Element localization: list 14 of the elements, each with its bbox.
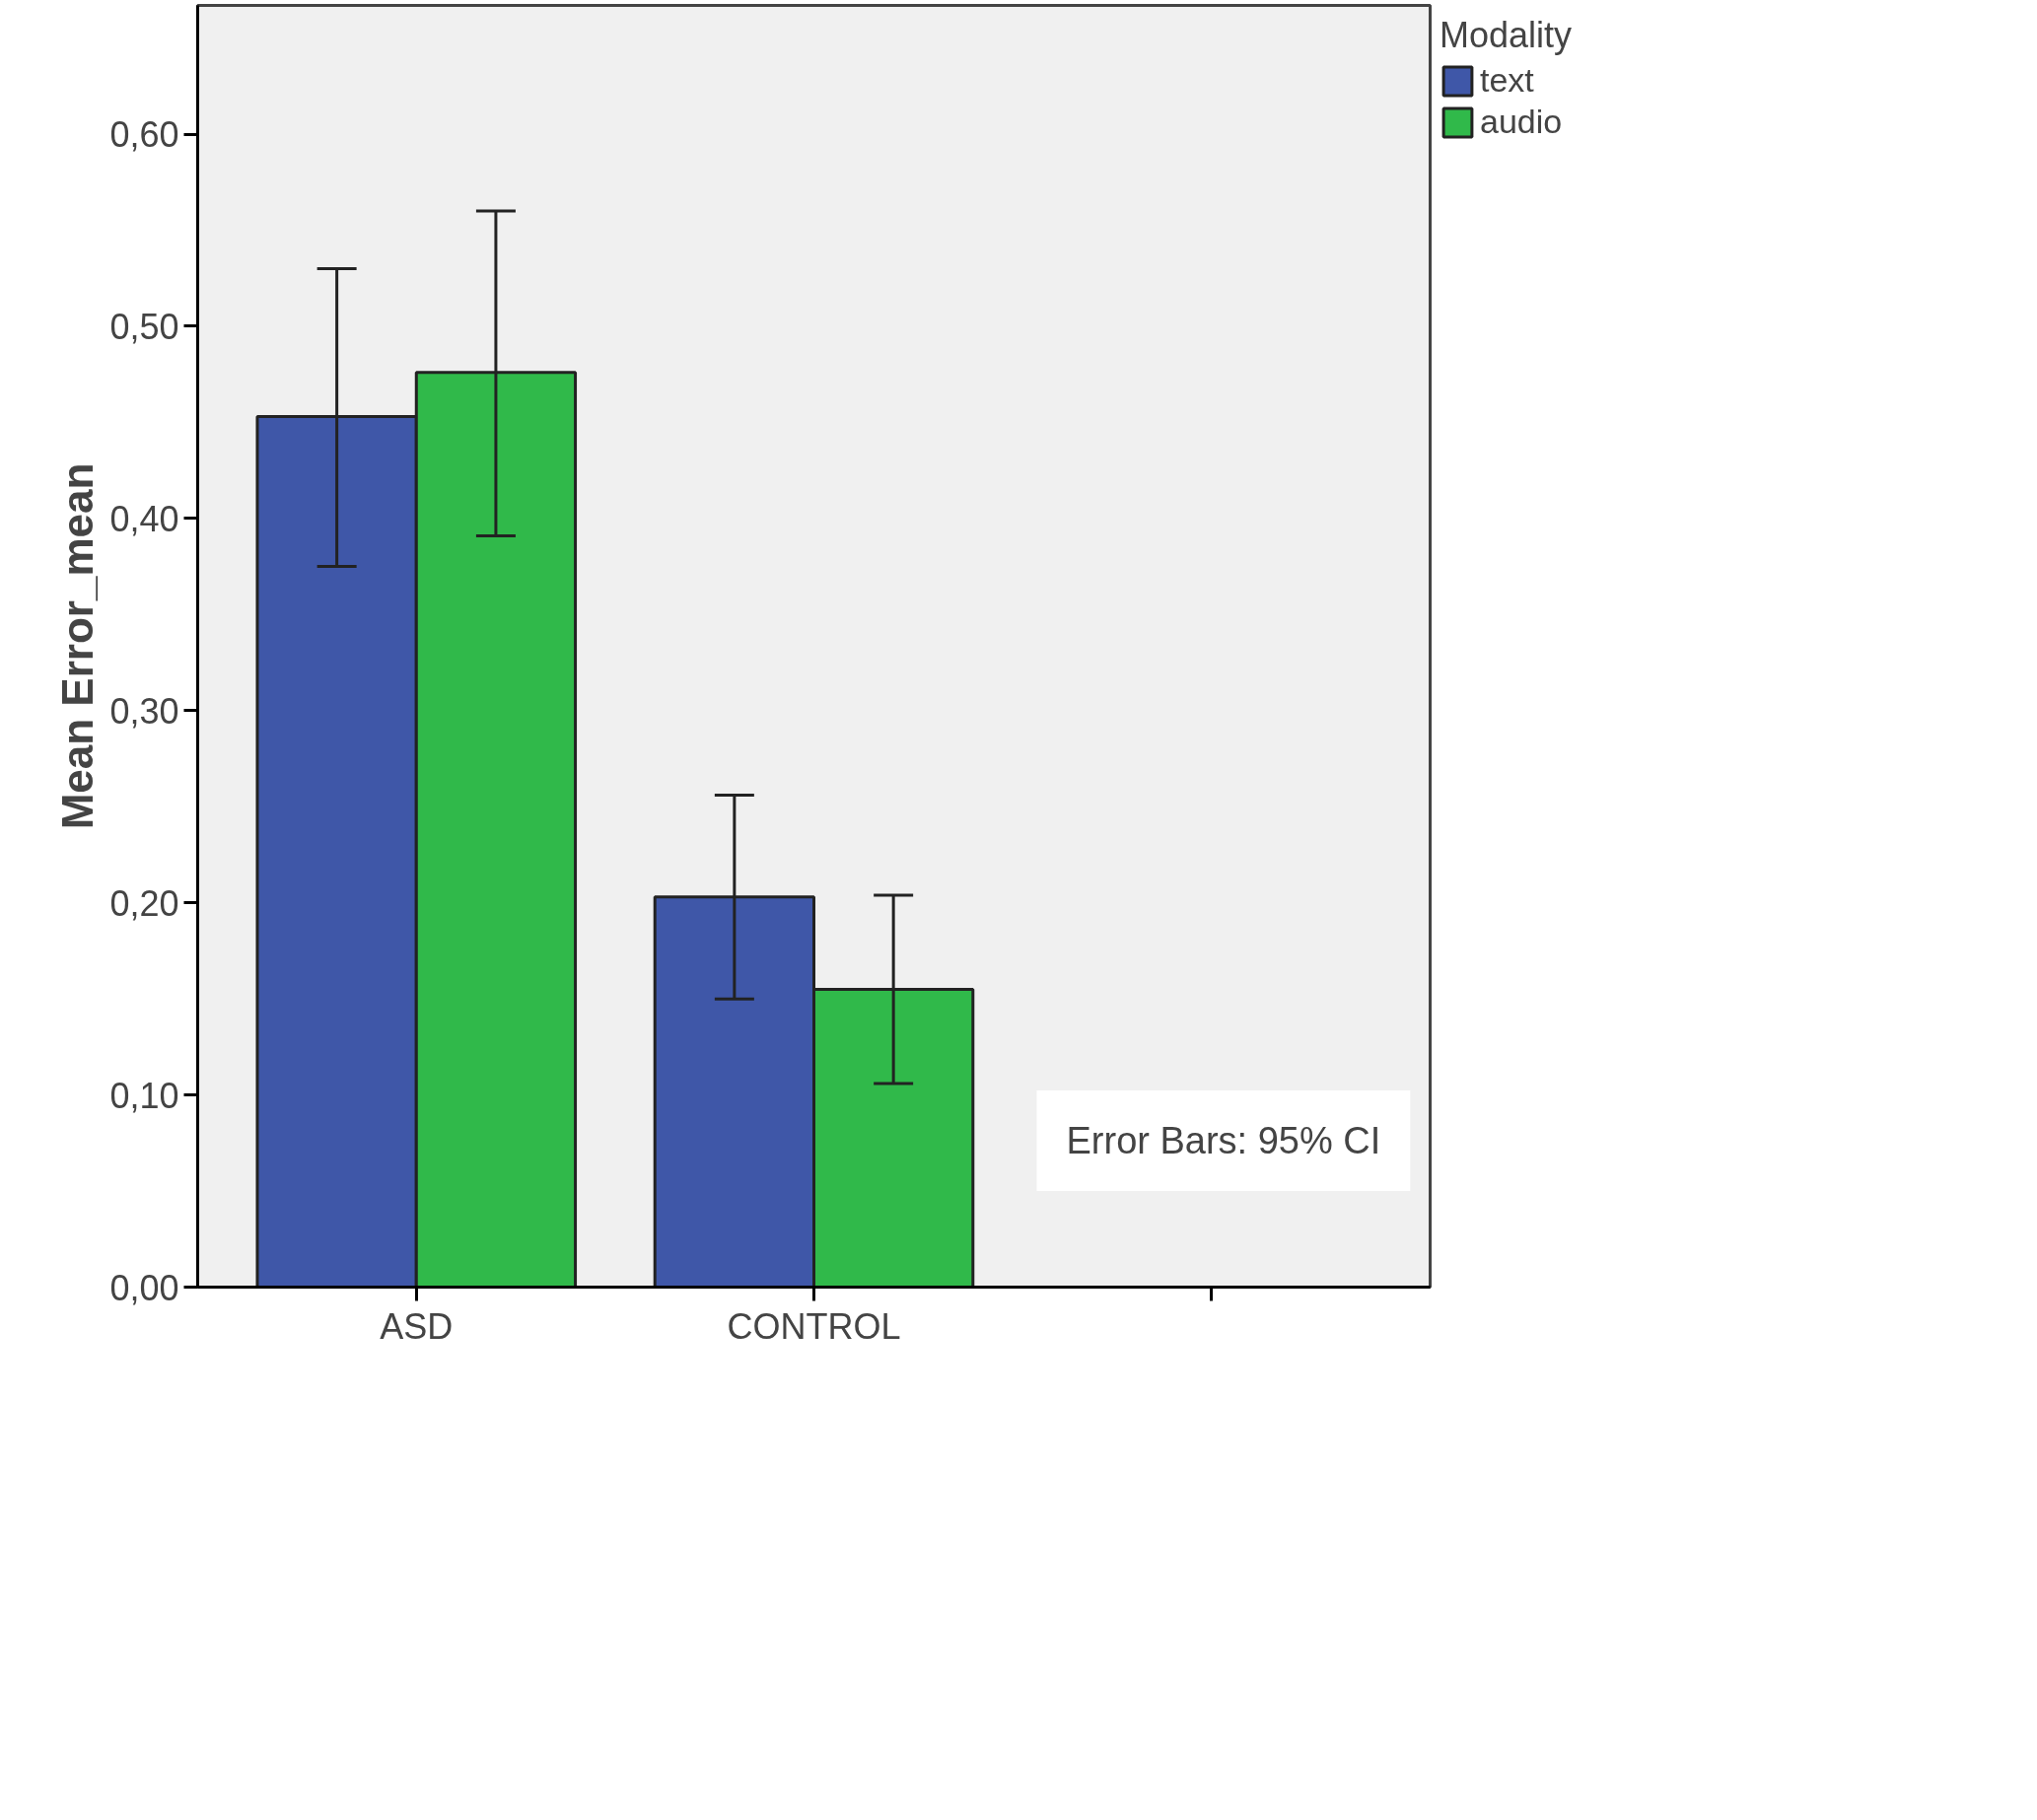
y-tick-label: 0,00 [109, 1267, 179, 1308]
y-tick-label: 0,20 [109, 882, 179, 924]
annotation: Error Bars: 95% CI [1066, 1120, 1381, 1162]
y-tick-label: 0,50 [109, 306, 179, 347]
y-tick-label: 0,30 [109, 690, 179, 732]
x-tick-label: ASD [380, 1305, 454, 1347]
y-tick-label: 0,10 [109, 1075, 179, 1116]
y-tick-label: 0,40 [109, 498, 179, 539]
legend-label: audio [1480, 103, 1563, 141]
legend-label: text [1480, 61, 1534, 100]
y-tick-label: 0,60 [109, 114, 179, 156]
x-tick-label: CONTROL [727, 1305, 901, 1347]
legend-title: Modality [1440, 15, 1573, 56]
y-axis-title: Mean Error_mean [53, 462, 103, 830]
